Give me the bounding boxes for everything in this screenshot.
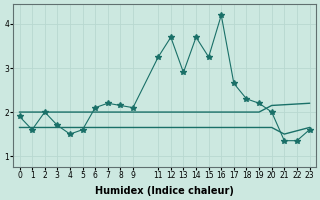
- X-axis label: Humidex (Indice chaleur): Humidex (Indice chaleur): [95, 186, 234, 196]
